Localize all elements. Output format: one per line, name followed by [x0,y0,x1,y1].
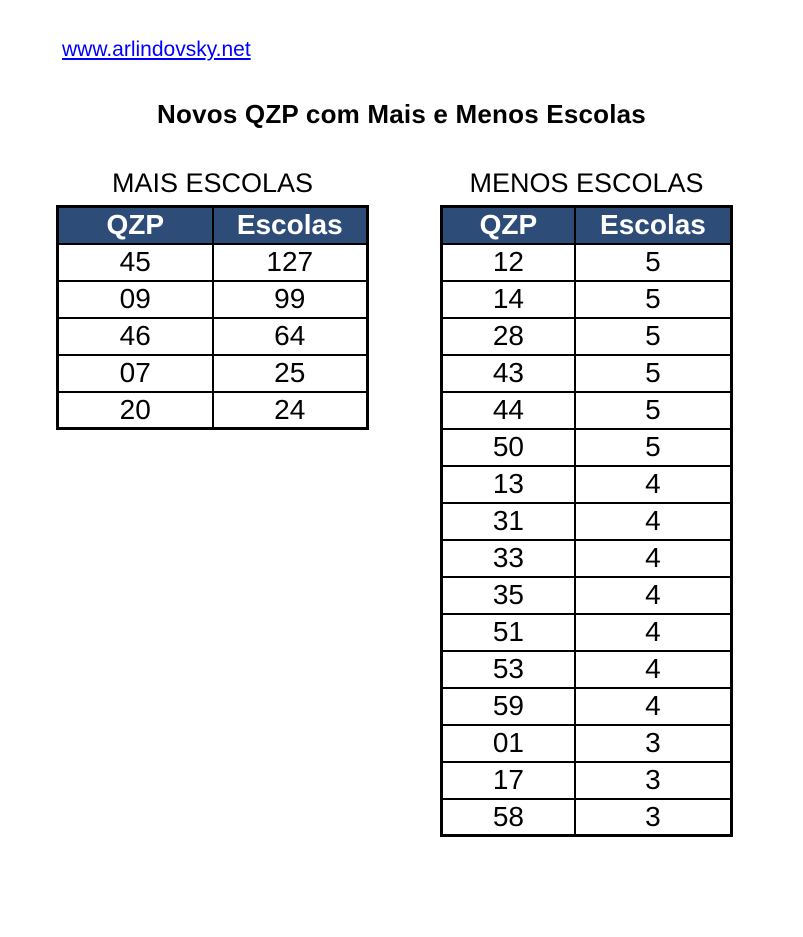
page-title: Novos QZP com Mais e Menos Escolas [157,99,646,129]
cell-qzp: 35 [440,575,576,615]
cell-qzp: 07 [56,353,214,393]
cell-escolas: 3 [573,797,733,837]
menos-escolas-section: MENOS ESCOLAS QZP Escolas 12 5 14 5 28 5 43 5 44… [440,168,733,837]
table-header-row: QZP Escolas [56,205,369,245]
table-row: 01 3 [440,723,733,763]
cell-escolas: 5 [573,390,733,430]
column-header-qzp: QZP [440,205,576,245]
cell-qzp: 43 [440,353,576,393]
cell-qzp: 01 [440,723,576,763]
table-row: 20 24 [56,390,369,430]
cell-escolas: 64 [211,316,369,356]
table-row: 58 3 [440,797,733,837]
cell-qzp: 33 [440,538,576,578]
table-row: 59 4 [440,686,733,726]
mais-escolas-section: MAIS ESCOLAS QZP Escolas 45 127 09 99 46 64 07… [56,168,369,430]
cell-qzp: 51 [440,612,576,652]
table-row: 43 5 [440,353,733,393]
cell-escolas: 4 [573,538,733,578]
column-header-qzp: QZP [56,205,214,245]
table-row: 35 4 [440,575,733,615]
cell-escolas: 3 [573,723,733,763]
menos-escolas-title: MENOS ESCOLAS [469,168,704,198]
column-header-escolas: Escolas [573,205,733,245]
cell-escolas: 5 [573,427,733,467]
cell-qzp: 59 [440,686,576,726]
table-row: 31 4 [440,501,733,541]
cell-escolas: 4 [573,686,733,726]
table-row: 53 4 [440,649,733,689]
mais-escolas-title: MAIS ESCOLAS [111,168,314,198]
cell-qzp: 09 [56,279,214,319]
site-link[interactable]: www.arlindovsky.net [62,38,251,61]
cell-escolas: 5 [573,353,733,393]
table-body: 45 127 09 99 46 64 07 25 20 24 [56,242,369,430]
table-row: 07 25 [56,353,369,393]
cell-qzp: 13 [440,464,576,504]
cell-qzp: 14 [440,279,576,319]
table-row: 51 4 [440,612,733,652]
cell-qzp: 31 [440,501,576,541]
cell-qzp: 50 [440,427,576,467]
cell-escolas: 24 [211,390,369,430]
cell-qzp: 12 [440,242,576,282]
cell-qzp: 44 [440,390,576,430]
table-row: 13 4 [440,464,733,504]
cell-escolas: 4 [573,464,733,504]
cell-qzp: 46 [56,316,214,356]
cell-escolas: 4 [573,575,733,615]
cell-escolas: 4 [573,649,733,689]
cell-escolas: 25 [211,353,369,393]
cell-qzp: 20 [56,390,214,430]
cell-qzp: 17 [440,760,576,800]
cell-escolas: 4 [573,501,733,541]
table-row: 28 5 [440,316,733,356]
table-row: 14 5 [440,279,733,319]
table-body: 12 5 14 5 28 5 43 5 44 5 50 5 13 4 31 4 33 4 35 4 51 4 53 4 59 4 0… [440,242,733,837]
table-row: 50 5 [440,427,733,467]
cell-escolas: 5 [573,316,733,356]
cell-escolas: 99 [211,279,369,319]
table-row: 45 127 [56,242,369,282]
table-row: 46 64 [56,316,369,356]
cell-escolas: 4 [573,612,733,652]
table-row: 44 5 [440,390,733,430]
table-row: 17 3 [440,760,733,800]
mais-escolas-table: QZP Escolas 45 127 09 99 46 64 07 25 20 24 [56,205,369,430]
table-header-row: QZP Escolas [440,205,733,245]
table-row: 12 5 [440,242,733,282]
cell-escolas: 5 [573,279,733,319]
cell-escolas: 5 [573,242,733,282]
column-header-escolas: Escolas [211,205,369,245]
cell-qzp: 53 [440,649,576,689]
table-row: 33 4 [440,538,733,578]
cell-escolas: 3 [573,760,733,800]
cell-escolas: 127 [211,242,369,282]
menos-escolas-table: QZP Escolas 12 5 14 5 28 5 43 5 44 5 50 5 13 4 31 4 33 4 3… [440,205,733,837]
cell-qzp: 58 [440,797,576,837]
cell-qzp: 28 [440,316,576,356]
table-row: 09 99 [56,279,369,319]
cell-qzp: 45 [56,242,214,282]
